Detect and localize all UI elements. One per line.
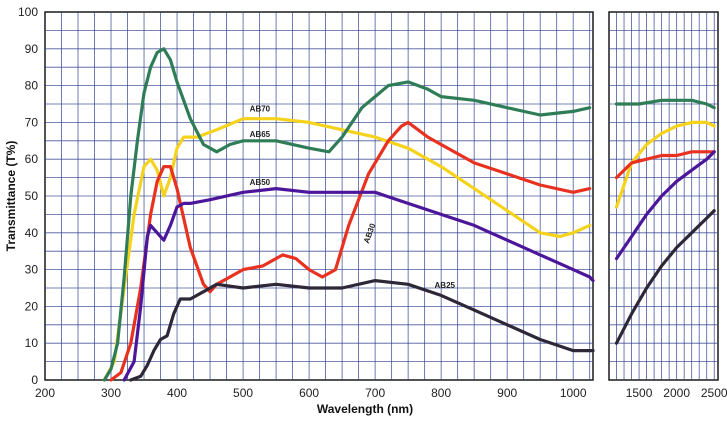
series-label-ab50: AB50 bbox=[250, 178, 271, 187]
series-line-ab70 bbox=[102, 117, 592, 382]
x-axis-title: Wavelength (nm) bbox=[317, 402, 413, 416]
series-line-ab25-ext bbox=[614, 209, 716, 345]
y-tick-label: 0 bbox=[31, 373, 38, 387]
y-tick-label: 30 bbox=[25, 263, 39, 277]
x-tick-label: 400 bbox=[167, 386, 187, 400]
series-line-ab65 bbox=[102, 47, 592, 382]
x-tick-label: 200 bbox=[35, 386, 55, 400]
y-tick-label: 90 bbox=[25, 42, 39, 56]
series-line-ab50-ext bbox=[614, 150, 716, 261]
x-tick-label: 900 bbox=[497, 386, 517, 400]
x-tick-label: 300 bbox=[101, 386, 121, 400]
series-label-ab25: AB25 bbox=[435, 281, 456, 290]
series-line-ab30 bbox=[109, 120, 592, 382]
series-line-ab25 bbox=[129, 279, 595, 382]
y-tick-label: 50 bbox=[25, 189, 39, 203]
y-tick-label: 60 bbox=[25, 152, 39, 166]
y-tick-label: 10 bbox=[25, 336, 39, 350]
y-tick-label: 100 bbox=[18, 5, 38, 19]
x-tick-label: 1500 bbox=[626, 386, 653, 400]
y-tick-label: 80 bbox=[25, 79, 39, 93]
series-line-ab65-ext bbox=[614, 98, 716, 110]
x-tick-label: 700 bbox=[365, 386, 385, 400]
series-lines bbox=[102, 47, 716, 382]
x-tick-label: 800 bbox=[431, 386, 451, 400]
x-tick-label: 2000 bbox=[663, 386, 690, 400]
y-tick-label: 40 bbox=[25, 226, 39, 240]
series-line-ab50 bbox=[122, 187, 595, 382]
y-tick-label: 70 bbox=[25, 115, 39, 129]
x-tick-label: 1000 bbox=[560, 386, 587, 400]
tick-labels: 0 10 20 30 40 50 60 70 80 90 100 200 300 400 500 600 700… bbox=[18, 5, 727, 400]
y-tick-label: 20 bbox=[25, 299, 39, 313]
series-line-ab70-ext bbox=[614, 120, 716, 209]
x-tick-label: 600 bbox=[299, 386, 319, 400]
series-line-ab30-ext bbox=[614, 150, 716, 180]
x-tick-label: 500 bbox=[233, 386, 253, 400]
x-tick-label: 2500 bbox=[701, 386, 727, 400]
series-label-ab70: AB70 bbox=[250, 104, 271, 113]
series-label-ab65: AB65 bbox=[250, 130, 271, 139]
y-axis-title: Transmittance (T%) bbox=[4, 141, 18, 252]
